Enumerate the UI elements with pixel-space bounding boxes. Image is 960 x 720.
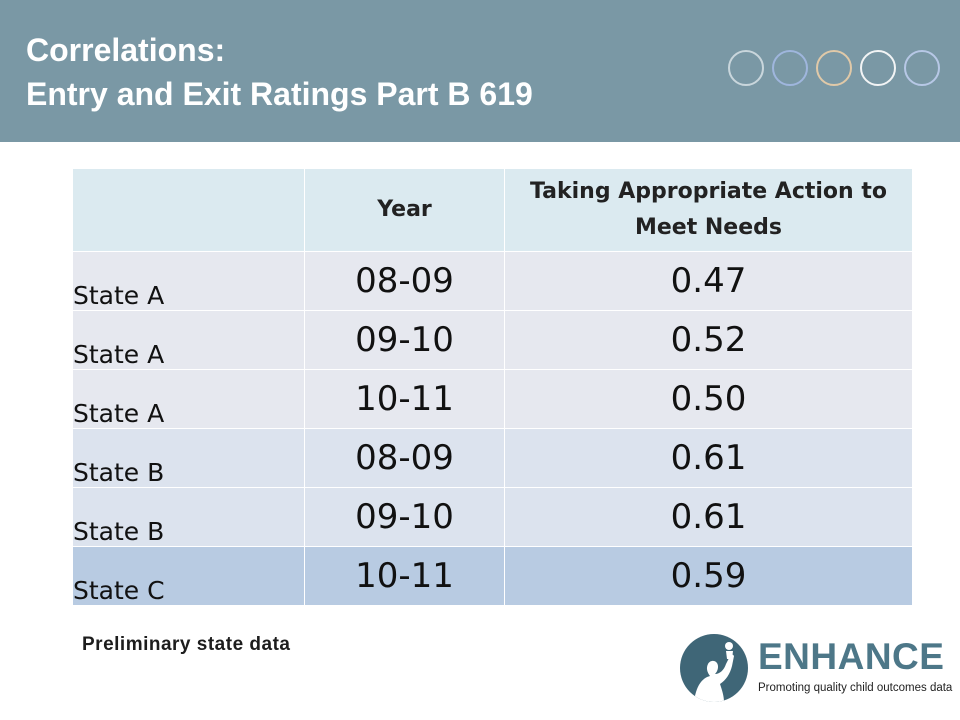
year-cell: 10-11 — [304, 369, 505, 429]
logo-wordmark: ENHANCE — [758, 636, 945, 677]
slide-title: Correlations: Entry and Exit Ratings Par… — [26, 28, 533, 116]
table-row: State A 08-09 0.47 — [72, 251, 913, 311]
state-cell: State A — [72, 310, 305, 370]
title-line-2: Entry and Exit Ratings Part B 619 — [26, 76, 533, 112]
enhance-logo: ENHANCE Promoting quality child outcomes… — [680, 634, 953, 706]
header-year: Year — [304, 168, 505, 252]
year-cell: 10-11 — [304, 546, 505, 606]
year-cell: 08-09 — [304, 251, 505, 311]
state-cell: State B — [72, 487, 305, 547]
circle-icon — [816, 50, 852, 86]
header-measure: Taking Appropriate Action to Meet Needs — [504, 168, 913, 252]
table-row: State C 10-11 0.59 — [72, 546, 913, 606]
table-row: State A 09-10 0.52 — [72, 310, 913, 370]
table-row: State B 08-09 0.61 — [72, 428, 913, 488]
state-cell: State C — [72, 546, 305, 606]
correlation-table: Year Taking Appropriate Action to Meet N… — [72, 168, 913, 606]
value-cell: 0.50 — [504, 369, 913, 429]
footnote: Preliminary state data — [82, 634, 291, 655]
table-header-row: Year Taking Appropriate Action to Meet N… — [72, 168, 913, 252]
state-cell: State A — [72, 251, 305, 311]
year-cell: 08-09 — [304, 428, 505, 488]
value-cell: 0.61 — [504, 487, 913, 547]
table-row: State A 10-11 0.50 — [72, 369, 913, 429]
year-cell: 09-10 — [304, 310, 505, 370]
header-blank — [72, 168, 305, 252]
value-cell: 0.59 — [504, 546, 913, 606]
logo-tagline: Promoting quality child outcomes data — [758, 682, 953, 694]
circle-icon — [860, 50, 896, 86]
year-cell: 09-10 — [304, 487, 505, 547]
slide-header: Correlations: Entry and Exit Ratings Par… — [0, 0, 960, 142]
title-line-1: Correlations: — [26, 32, 226, 68]
value-cell: 0.61 — [504, 428, 913, 488]
value-cell: 0.52 — [504, 310, 913, 370]
table-row: State B 09-10 0.61 — [72, 487, 913, 547]
circle-icon — [904, 50, 940, 86]
circle-icon — [728, 50, 764, 86]
state-cell: State B — [72, 428, 305, 488]
value-cell: 0.47 — [504, 251, 913, 311]
decorative-circles — [728, 50, 948, 90]
circle-icon — [772, 50, 808, 86]
logo-emblem-icon — [680, 634, 748, 702]
state-cell: State A — [72, 369, 305, 429]
